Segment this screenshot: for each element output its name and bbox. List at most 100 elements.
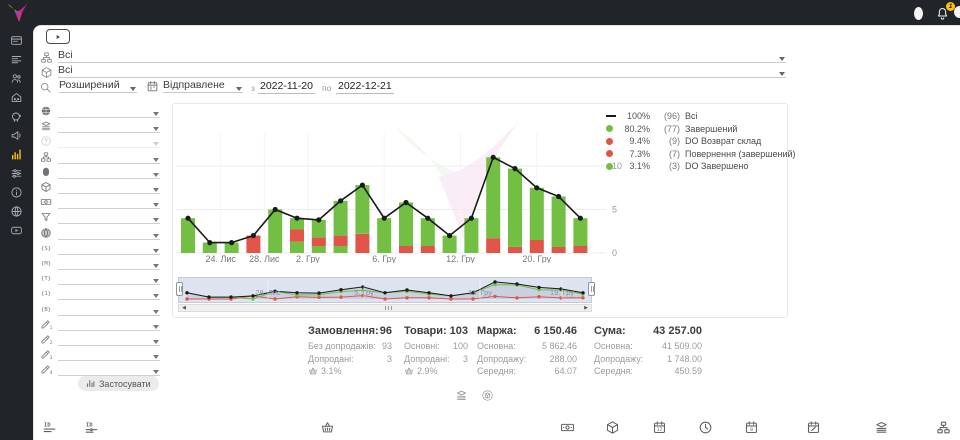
navigator-left-handle[interactable]: [176, 282, 183, 296]
filter-select-12[interactable]: [58, 271, 160, 286]
product-filter-select[interactable]: Всі: [58, 64, 786, 78]
filter-select-8[interactable]: [58, 210, 160, 225]
legend-item[interactable]: 7.3% (7) Повернення (завершений): [606, 149, 796, 159]
sidebar-item-settings[interactable]: [0, 164, 33, 183]
stat-title: Маржа: 6 150.46: [477, 325, 577, 337]
sidebar-item-warehouse[interactable]: [0, 88, 33, 107]
scrollbar-grip[interactable]: [385, 306, 394, 310]
chevron-down-icon: [778, 69, 786, 77]
toolbar-id-lines-icon[interactable]: ID: [42, 420, 57, 435]
date-field-select[interactable]: Відправлене: [163, 79, 243, 93]
filter-select-15[interactable]: [58, 317, 160, 331]
toolbar-clock-icon[interactable]: [698, 420, 713, 435]
notifications-bell-icon[interactable]: 1: [935, 1, 955, 21]
avatar-icon: [40, 166, 52, 178]
legend-count: (9): [669, 136, 680, 146]
sidebar-item-customers[interactable]: [0, 69, 33, 88]
chart-navigator[interactable]: 28. Лис 5. Гру 13. Гру 19. Гру: [178, 277, 592, 303]
filter-select-3[interactable]: [58, 134, 160, 149]
chart-scrollbar[interactable]: ◀ ▶: [178, 304, 592, 312]
sidebar-item-marketing[interactable]: [0, 126, 33, 145]
chevron-down-icon: [152, 291, 160, 299]
filter-select-11[interactable]: [58, 256, 160, 270]
package-icon: [40, 181, 52, 193]
toolbar-sitemap-icon[interactable]: [936, 420, 951, 435]
toolbar-calendar-edit-icon[interactable]: [806, 420, 821, 435]
navigator-right-handle[interactable]: [588, 282, 595, 296]
filter-select-2[interactable]: [58, 119, 160, 134]
calendar-icon: [146, 80, 159, 93]
date-from-input[interactable]: 2022-11-20: [258, 80, 315, 94]
pencil-2-icon: 2: [40, 333, 52, 345]
filter-select-4[interactable]: [58, 150, 160, 164]
scroll-left-arrow[interactable]: ◀: [182, 305, 186, 311]
help-video-button[interactable]: [46, 29, 70, 44]
sitemap-icon: [40, 151, 52, 163]
sidebar-item-dashboard[interactable]: [0, 31, 33, 50]
notification-badge: 1: [946, 1, 955, 11]
edge-widget: [954, 6, 960, 18]
search-icon[interactable]: [39, 81, 52, 94]
legend-item[interactable]: 80.2% (77) Завершений: [606, 124, 796, 134]
brace-s-icon: {S}: [40, 242, 52, 254]
filter-select-5[interactable]: [58, 165, 160, 179]
filter-select-10[interactable]: [58, 241, 160, 255]
chevron-down-icon: [152, 139, 160, 147]
sidebar-item-analytics[interactable]: [0, 145, 33, 164]
card-icon: [10, 34, 23, 47]
toolbar-id-link-icon[interactable]: ID: [84, 420, 99, 435]
filter-select-13[interactable]: [58, 286, 160, 301]
scroll-right-arrow[interactable]: ▶: [584, 305, 588, 311]
orders-chart[interactable]: 0 5 10 24. Лис 28. Лис 2. Гру 6. Гру 12. Гру 20.…: [176, 113, 628, 268]
toolbar-calendar-8-icon[interactable]: 8: [744, 420, 759, 435]
filter-select-14[interactable]: [58, 302, 160, 316]
globe-sync-icon: [10, 205, 23, 218]
apply-button[interactable]: Застосувати: [78, 376, 159, 391]
list-view-button[interactable]: [455, 389, 468, 402]
sliders-icon: [10, 167, 23, 180]
toolbar-package-icon[interactable]: [605, 420, 620, 435]
globe-wire-icon: [40, 227, 52, 239]
filter-select-17[interactable]: [58, 347, 160, 362]
legend-label: Всі: [685, 111, 698, 121]
toolbar-calendar-17-icon[interactable]: 17: [652, 420, 667, 435]
status-filter-select[interactable]: Всі: [58, 49, 786, 63]
chart-svg[interactable]: 0 5 10 24. Лис 28. Лис 2. Гру 6. Гру 12. Гру 20.…: [176, 113, 628, 264]
sidebar-item-integrations[interactable]: [0, 202, 33, 221]
filter-select-7[interactable]: [58, 195, 160, 210]
legend-pct: 3.1%: [629, 161, 650, 171]
toolbar-basket-icon[interactable]: [320, 420, 335, 435]
filter-select-1[interactable]: [58, 104, 160, 118]
app-logo-icon[interactable]: [6, 1, 30, 25]
sidebar-item-info[interactable]: [0, 183, 33, 202]
legend-item[interactable]: 9.4% (9) DO Возврат склад: [606, 136, 796, 146]
date-to-input[interactable]: 2022-12-21: [336, 80, 394, 94]
filter-select-9[interactable]: [58, 226, 160, 240]
sidebar-item-orders[interactable]: [0, 50, 33, 69]
svg-text:{B}: {B}: [41, 307, 51, 313]
user-avatar[interactable]: [914, 6, 923, 20]
svg-text:4: 4: [50, 370, 52, 375]
legend-item[interactable]: 3.1% (3) DO Завершено: [606, 161, 796, 171]
package-view-button[interactable]: [481, 389, 494, 402]
stat-row: Основна: 5 862.46: [477, 341, 577, 351]
search-mode-select[interactable]: Розширений: [59, 79, 137, 93]
stat-column: Замовлення: 96 Без допродажів: 93 Допродані:…: [308, 325, 392, 379]
chevron-down-icon: [129, 84, 137, 92]
basket-icon: [308, 366, 318, 376]
sidebar-item-video-guide[interactable]: [0, 221, 33, 240]
legend-label: Повернення (завершений): [685, 148, 796, 159]
svg-text:{1}: {1}: [41, 291, 51, 297]
legend-item[interactable]: 100% (96) Всі: [606, 111, 796, 121]
toolbar-banknote-icon[interactable]: [560, 420, 575, 435]
layers-icon: [40, 120, 52, 132]
filter-select-18[interactable]: [58, 362, 160, 377]
toolbar-layers-icon[interactable]: [874, 420, 889, 435]
svg-text:ID: ID: [86, 422, 93, 428]
svg-text:{S}: {S}: [41, 246, 51, 252]
navigator-svg[interactable]: 28. Лис 5. Гру 13. Гру 19. Гру: [179, 278, 591, 302]
filter-select-6[interactable]: [58, 180, 160, 194]
sidebar-item-finance[interactable]: [0, 107, 33, 126]
date-to-label: по: [322, 83, 332, 93]
filter-select-16[interactable]: [58, 332, 160, 346]
